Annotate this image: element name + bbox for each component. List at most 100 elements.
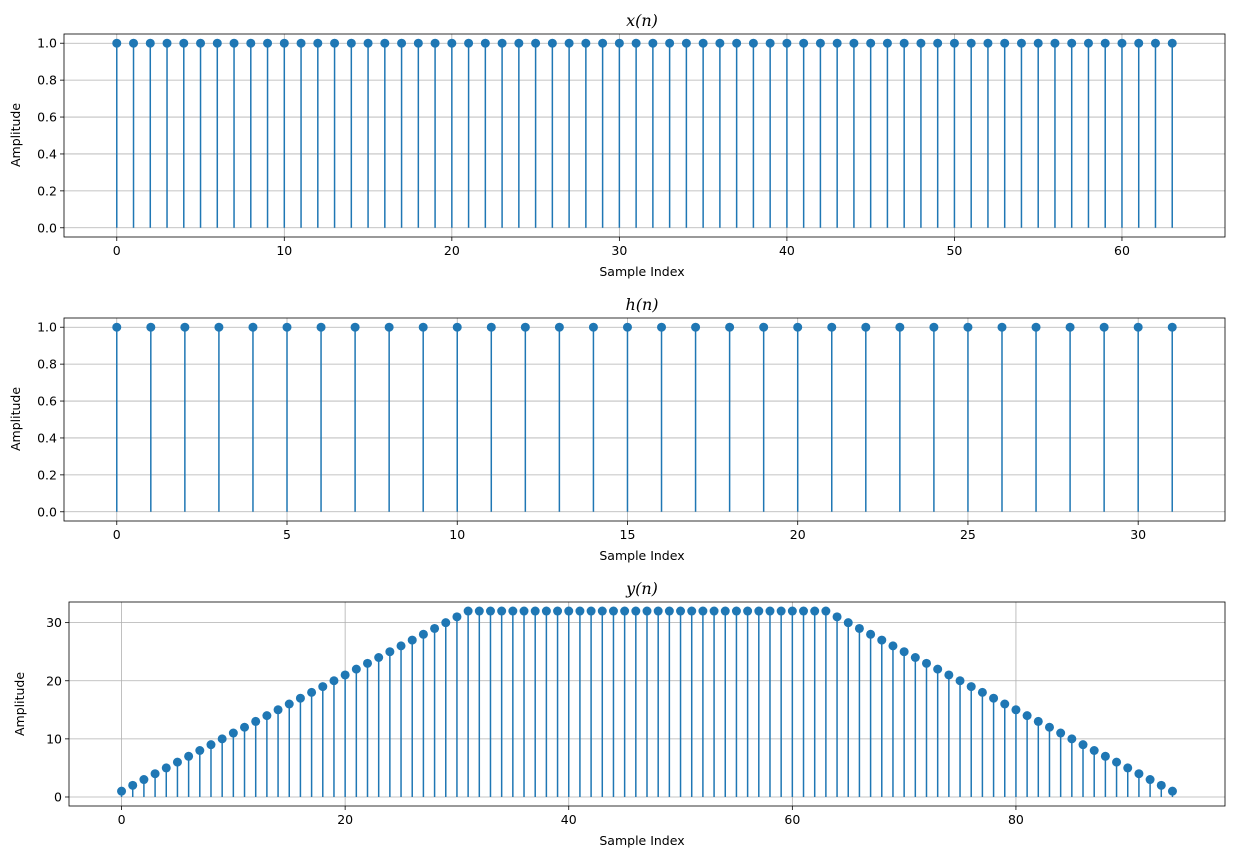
stem-marker — [485, 606, 495, 616]
stem-marker — [1078, 740, 1088, 750]
x-tick-label: 20 — [790, 527, 806, 542]
stem-marker — [497, 606, 507, 616]
stem-series — [117, 606, 1177, 797]
stem-marker — [441, 618, 451, 628]
stem-marker — [782, 38, 792, 48]
x-tick-label: 25 — [960, 527, 976, 542]
stem-marker — [787, 606, 797, 616]
stem-marker — [720, 606, 730, 616]
stem-marker — [474, 606, 484, 616]
stem-marker — [564, 38, 574, 48]
stem-marker — [1123, 763, 1133, 773]
stem-marker — [1050, 38, 1060, 48]
y-tick-label: 0.2 — [37, 183, 57, 198]
y-tick-label: 0.6 — [37, 394, 57, 409]
stem-marker — [486, 322, 496, 332]
x-tick-label: 0 — [113, 527, 121, 542]
stem-marker — [691, 322, 701, 332]
stem-marker — [318, 682, 328, 692]
stem-marker — [1065, 322, 1075, 332]
stem-marker — [128, 780, 138, 790]
stem-marker — [732, 38, 742, 48]
x-tick-label: 10 — [276, 243, 292, 258]
stem-marker — [351, 664, 361, 674]
stem-marker — [374, 653, 384, 663]
stem-marker — [117, 786, 127, 796]
x-tick-label: 80 — [1008, 812, 1024, 827]
y-axis-label: Amplitude — [12, 672, 27, 736]
stem-marker — [899, 647, 909, 657]
stem-marker — [273, 705, 283, 715]
stem-marker — [843, 618, 853, 628]
stem-marker — [112, 38, 122, 48]
stem-marker — [295, 693, 305, 703]
stem-marker — [597, 606, 607, 616]
stem-marker — [866, 38, 876, 48]
x-tick-label: 40 — [779, 243, 795, 258]
stem-marker — [955, 676, 965, 686]
stem-marker — [725, 322, 735, 332]
x-axis-label: Sample Index — [599, 264, 684, 279]
stem-marker — [553, 606, 563, 616]
stem-marker — [330, 38, 340, 48]
stem-marker — [129, 38, 139, 48]
plot-frame — [63, 317, 1226, 522]
stem-marker — [916, 38, 926, 48]
stem-marker — [396, 641, 406, 651]
stem-marker — [608, 606, 618, 616]
stem-marker — [997, 322, 1007, 332]
stem-marker — [1000, 699, 1010, 709]
stem-marker — [214, 322, 224, 332]
stem-marker — [1134, 769, 1144, 779]
stem-marker — [363, 38, 373, 48]
stem-marker — [1067, 38, 1077, 48]
stem-marker — [447, 38, 457, 48]
stem-marker — [1156, 780, 1166, 790]
x-tick-label: 20 — [337, 812, 353, 827]
stem-marker — [184, 751, 194, 761]
stem-marker — [1150, 38, 1160, 48]
stem-marker — [715, 38, 725, 48]
x-axis-label: Sample Index — [599, 548, 684, 563]
y-tick-label: 30 — [46, 615, 62, 630]
stem-marker — [1100, 38, 1110, 48]
stem-marker — [262, 711, 272, 721]
stem-marker — [1056, 728, 1066, 738]
stem-marker — [648, 38, 658, 48]
stem-marker — [228, 728, 238, 738]
stem-marker — [676, 606, 686, 616]
stem-marker — [882, 38, 892, 48]
axes: 0 10 20 30 0 20 40 60 80 — [46, 615, 1024, 827]
stem-marker — [933, 38, 943, 48]
stem-marker — [418, 629, 428, 639]
x-tick-label: 15 — [620, 527, 636, 542]
x-tick-label: 20 — [444, 243, 460, 258]
stem-marker — [195, 745, 205, 755]
axes: 0.0 0.2 0.4 0.6 0.8 1.0 0 5 10 15 20 25 30 — [37, 320, 1146, 542]
stem-marker — [1044, 722, 1054, 732]
stem-series — [112, 322, 1177, 512]
stem-marker — [642, 606, 652, 616]
stem-marker — [949, 38, 959, 48]
stem-marker — [698, 38, 708, 48]
stem-marker — [743, 606, 753, 616]
stem-marker — [397, 38, 407, 48]
y-tick-label: 0.8 — [37, 73, 57, 88]
stem-marker — [765, 38, 775, 48]
stem-marker — [340, 670, 350, 680]
y-tick-label: 0.4 — [37, 430, 57, 445]
x-tick-label: 30 — [1130, 527, 1146, 542]
stem-marker — [329, 676, 339, 686]
stem-marker — [681, 38, 691, 48]
y-tick-label: 0.2 — [37, 467, 57, 482]
y-axis-label: Amplitude — [8, 387, 23, 451]
stem-marker — [263, 38, 273, 48]
stem-marker — [452, 322, 462, 332]
stem-marker — [139, 775, 149, 785]
stem-marker — [754, 606, 764, 616]
stem-marker — [622, 322, 632, 332]
stem-marker — [581, 38, 591, 48]
stem-marker — [832, 38, 842, 48]
stem-marker — [172, 757, 182, 767]
y-tick-label: 10 — [46, 731, 62, 746]
